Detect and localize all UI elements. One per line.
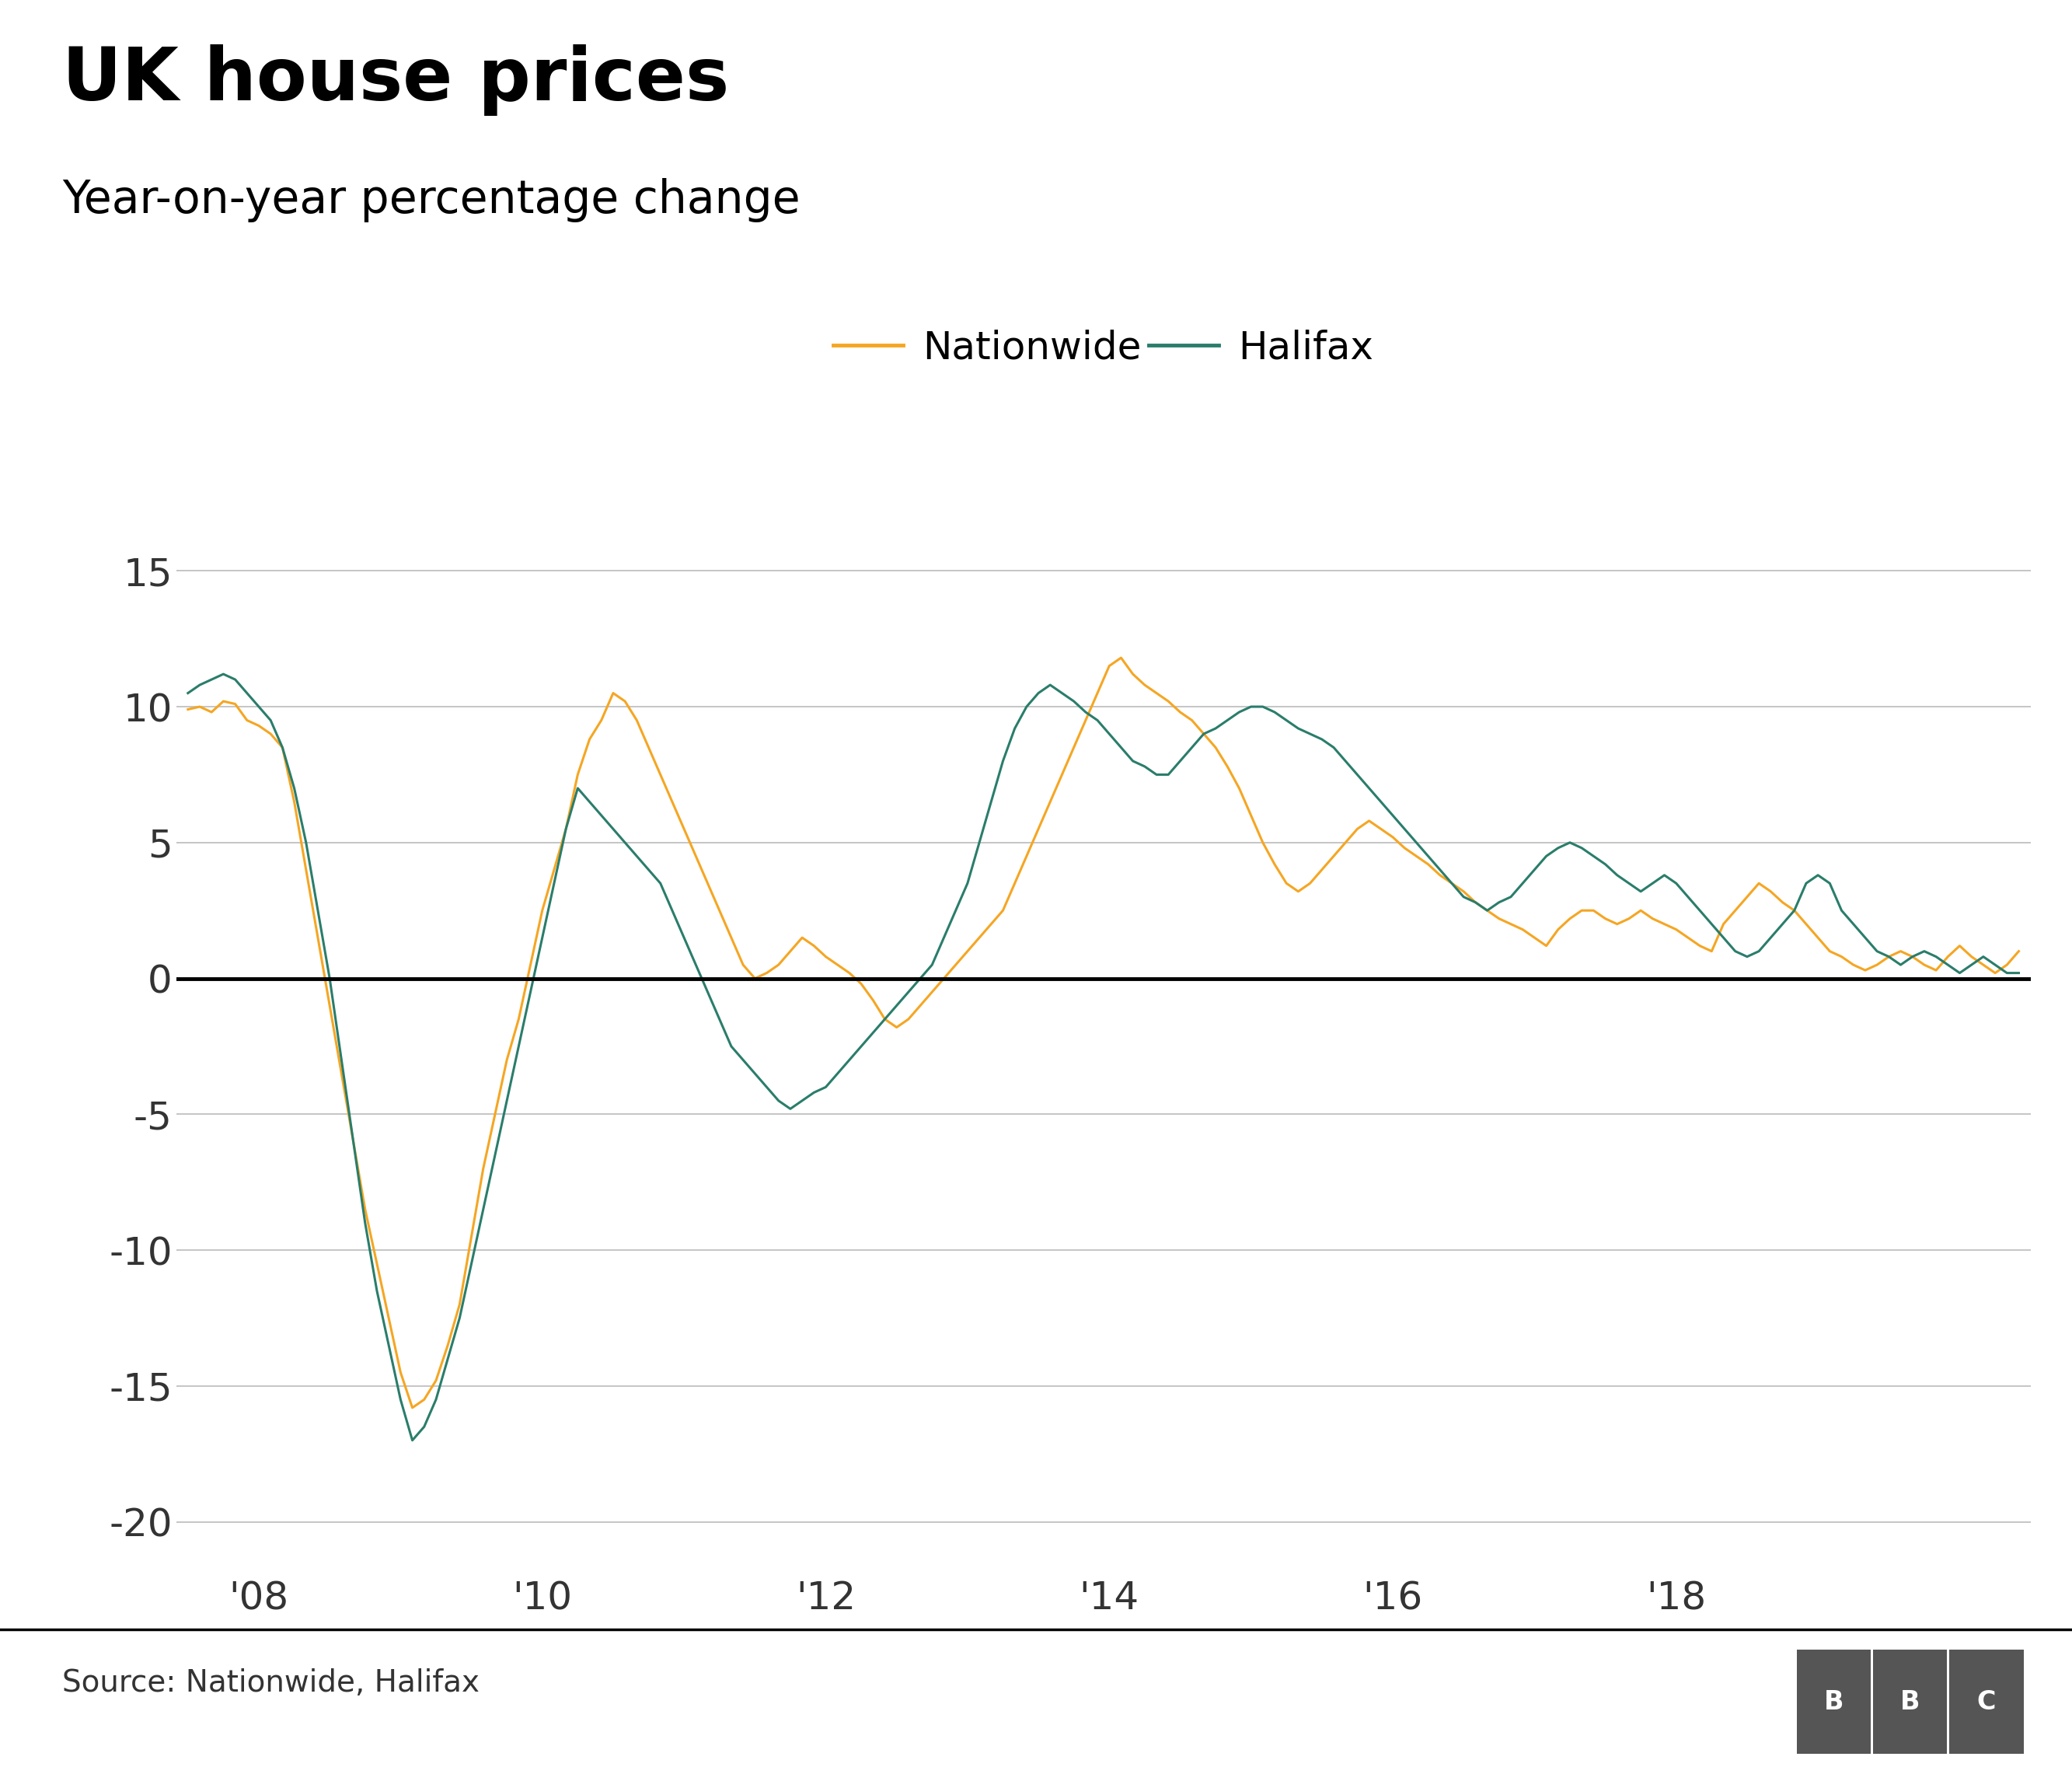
Text: Year-on-year percentage change: Year-on-year percentage change [62,178,800,223]
Legend: Nationwide, Halifax: Nationwide, Halifax [818,313,1388,381]
FancyBboxPatch shape [1796,1649,1871,1754]
FancyBboxPatch shape [1873,1649,1948,1754]
FancyBboxPatch shape [1950,1649,2024,1754]
Text: B: B [1823,1688,1844,1715]
Text: B: B [1900,1688,1921,1715]
Text: Source: Nationwide, Halifax: Source: Nationwide, Halifax [62,1669,479,1697]
Text: C: C [1977,1688,1995,1715]
Text: UK house prices: UK house prices [62,45,729,116]
